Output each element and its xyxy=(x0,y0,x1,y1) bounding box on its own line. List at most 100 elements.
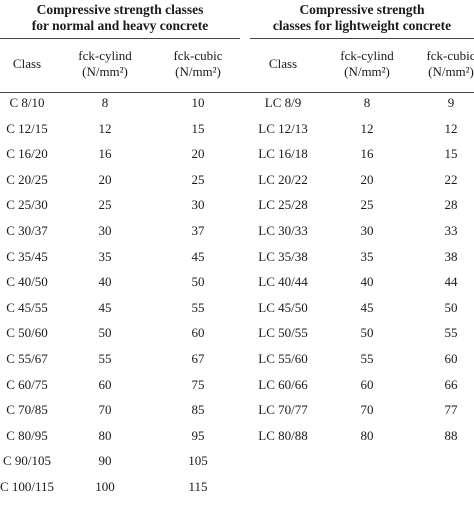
cylinder-strength-cell: 40 xyxy=(98,274,112,289)
cube-strength-cell: 77 xyxy=(444,402,458,417)
class-cell: C 40/50 xyxy=(6,274,48,289)
cube-strength-cell: 75 xyxy=(191,377,205,392)
group-rule xyxy=(250,38,474,39)
cylinder-strength-cell: 80 xyxy=(98,428,112,443)
cube-strength-cell: 95 xyxy=(191,428,205,443)
cube-strength-cell: 12 xyxy=(444,121,458,136)
class-cell: C 8/10 xyxy=(9,95,45,110)
cube-strength-cell: 50 xyxy=(444,300,458,315)
cylinder-strength-cell: 90 xyxy=(98,453,112,468)
header-line: fck-cubic xyxy=(426,48,474,63)
cylinder-strength-cell: 16 xyxy=(98,146,112,161)
cube-strength-cell: 85 xyxy=(191,402,205,417)
cylinder-strength-cell: 100 xyxy=(95,479,115,494)
cylinder-strength-cell: 60 xyxy=(360,377,374,392)
class-cell: LC 40/44 xyxy=(258,274,308,289)
cube-strength-cell: 15 xyxy=(444,146,458,161)
cube-strength-cell: 66 xyxy=(444,377,458,392)
cube-strength-cell: 38 xyxy=(444,249,458,264)
cube-strength-cell: 55 xyxy=(191,300,205,315)
class-cell: C 30/37 xyxy=(6,223,48,238)
cylinder-strength-cell: 25 xyxy=(360,197,374,212)
class-cell: C 16/20 xyxy=(6,146,48,161)
cylinder-strength-cell: 60 xyxy=(98,377,112,392)
group-title-line: classes for lightweight concrete xyxy=(272,18,452,33)
cube-strength-cell: 60 xyxy=(191,325,205,340)
lightweight-group-title: Compressive strength classes for lightwe… xyxy=(250,2,474,36)
cube-strength-cell: 25 xyxy=(191,172,205,187)
class-cell: C 100/115 xyxy=(0,479,55,494)
cube-strength-cell: 45 xyxy=(191,249,205,264)
cube-strength-cell: 9 xyxy=(447,95,455,110)
class-cell: LC 60/66 xyxy=(258,377,308,392)
class-cell: C 50/60 xyxy=(6,325,48,340)
group-title-line: Compressive strength xyxy=(299,2,425,17)
cylinder-strength-cell: 35 xyxy=(98,249,112,264)
cube-strength-cell: 22 xyxy=(444,172,458,187)
cube-strength-cell: 15 xyxy=(191,121,205,136)
header-line: fck-cubic xyxy=(173,48,223,63)
class-cell: LC 16/18 xyxy=(258,146,308,161)
cylinder-strength-cell: 12 xyxy=(98,121,112,136)
group-title-line: for normal and heavy concrete xyxy=(31,18,209,33)
header-line: fck-cylind xyxy=(78,48,132,63)
cube-strength-cell: 30 xyxy=(191,197,205,212)
cube-strength-cell: 37 xyxy=(191,223,205,238)
cylinder-strength-cell: 55 xyxy=(98,351,112,366)
cylinder-strength-cell: 45 xyxy=(98,300,112,315)
class-cell: LC 35/38 xyxy=(258,249,308,264)
cylinder-strength-cell: 8 xyxy=(363,95,371,110)
cylinder-strength-cell: 55 xyxy=(360,351,374,366)
class-cell: LC 20/22 xyxy=(258,172,308,187)
cube-strength-cell: 10 xyxy=(191,95,205,110)
cube-strength-cell: 88 xyxy=(444,428,458,443)
cube-strength-cell: 105 xyxy=(188,453,208,468)
cylinder-strength-header: fck-cylind (N/mm²) xyxy=(62,48,148,80)
class-cell: C 25/30 xyxy=(6,197,48,212)
cylinder-strength-cell: 80 xyxy=(360,428,374,443)
class-cell: LC 70/77 xyxy=(258,402,308,417)
class-cell: C 20/25 xyxy=(6,172,48,187)
cube-strength-cell: 55 xyxy=(444,325,458,340)
cylinder-strength-cell: 50 xyxy=(360,325,374,340)
cube-strength-cell: 44 xyxy=(444,274,458,289)
header-unit: (N/mm²) xyxy=(428,64,474,79)
group-title-line: Compressive strength classes xyxy=(36,2,204,17)
cylinder-strength-cell: 50 xyxy=(98,325,112,340)
class-cell: C 70/85 xyxy=(6,402,48,417)
header-unit: (N/mm²) xyxy=(175,64,221,79)
cylinder-strength-cell: 16 xyxy=(360,146,374,161)
class-cell: LC 8/9 xyxy=(264,95,302,110)
class-cell: C 60/75 xyxy=(6,377,48,392)
class-cell: LC 55/60 xyxy=(258,351,308,366)
normal-heavy-group-title: Compressive strength classes for normal … xyxy=(0,2,240,36)
cylinder-strength-cell: 40 xyxy=(360,274,374,289)
cylinder-strength-cell: 30 xyxy=(360,223,374,238)
cylinder-strength-cell: 8 xyxy=(101,95,109,110)
class-cell: LC 50/55 xyxy=(258,325,308,340)
cylinder-strength-cell: 12 xyxy=(360,121,374,136)
class-cell: LC 30/33 xyxy=(258,223,308,238)
group-rule xyxy=(0,38,240,39)
cylinder-strength-cell: 30 xyxy=(98,223,112,238)
header-unit: (N/mm²) xyxy=(82,64,128,79)
cylinder-strength-cell: 70 xyxy=(98,402,112,417)
cylinder-strength-cell: 20 xyxy=(98,172,112,187)
class-column-header: Class xyxy=(268,56,298,71)
class-column-header: Class xyxy=(12,56,42,71)
class-cell: C 12/15 xyxy=(6,121,48,136)
cylinder-strength-cell: 20 xyxy=(360,172,374,187)
cube-strength-cell: 60 xyxy=(444,351,458,366)
header-rule xyxy=(0,92,474,93)
cube-strength-header: fck-cubic (N/mm²) xyxy=(155,48,241,80)
class-cell: C 80/95 xyxy=(6,428,48,443)
cube-strength-cell: 33 xyxy=(444,223,458,238)
cylinder-strength-cell: 25 xyxy=(98,197,112,212)
cube-strength-cell: 50 xyxy=(191,274,205,289)
class-cell: C 35/45 xyxy=(6,249,48,264)
cube-strength-cell: 67 xyxy=(191,351,205,366)
class-cell: LC 80/88 xyxy=(258,428,308,443)
class-cell: LC 25/28 xyxy=(258,197,308,212)
header-unit: (N/mm²) xyxy=(344,64,390,79)
